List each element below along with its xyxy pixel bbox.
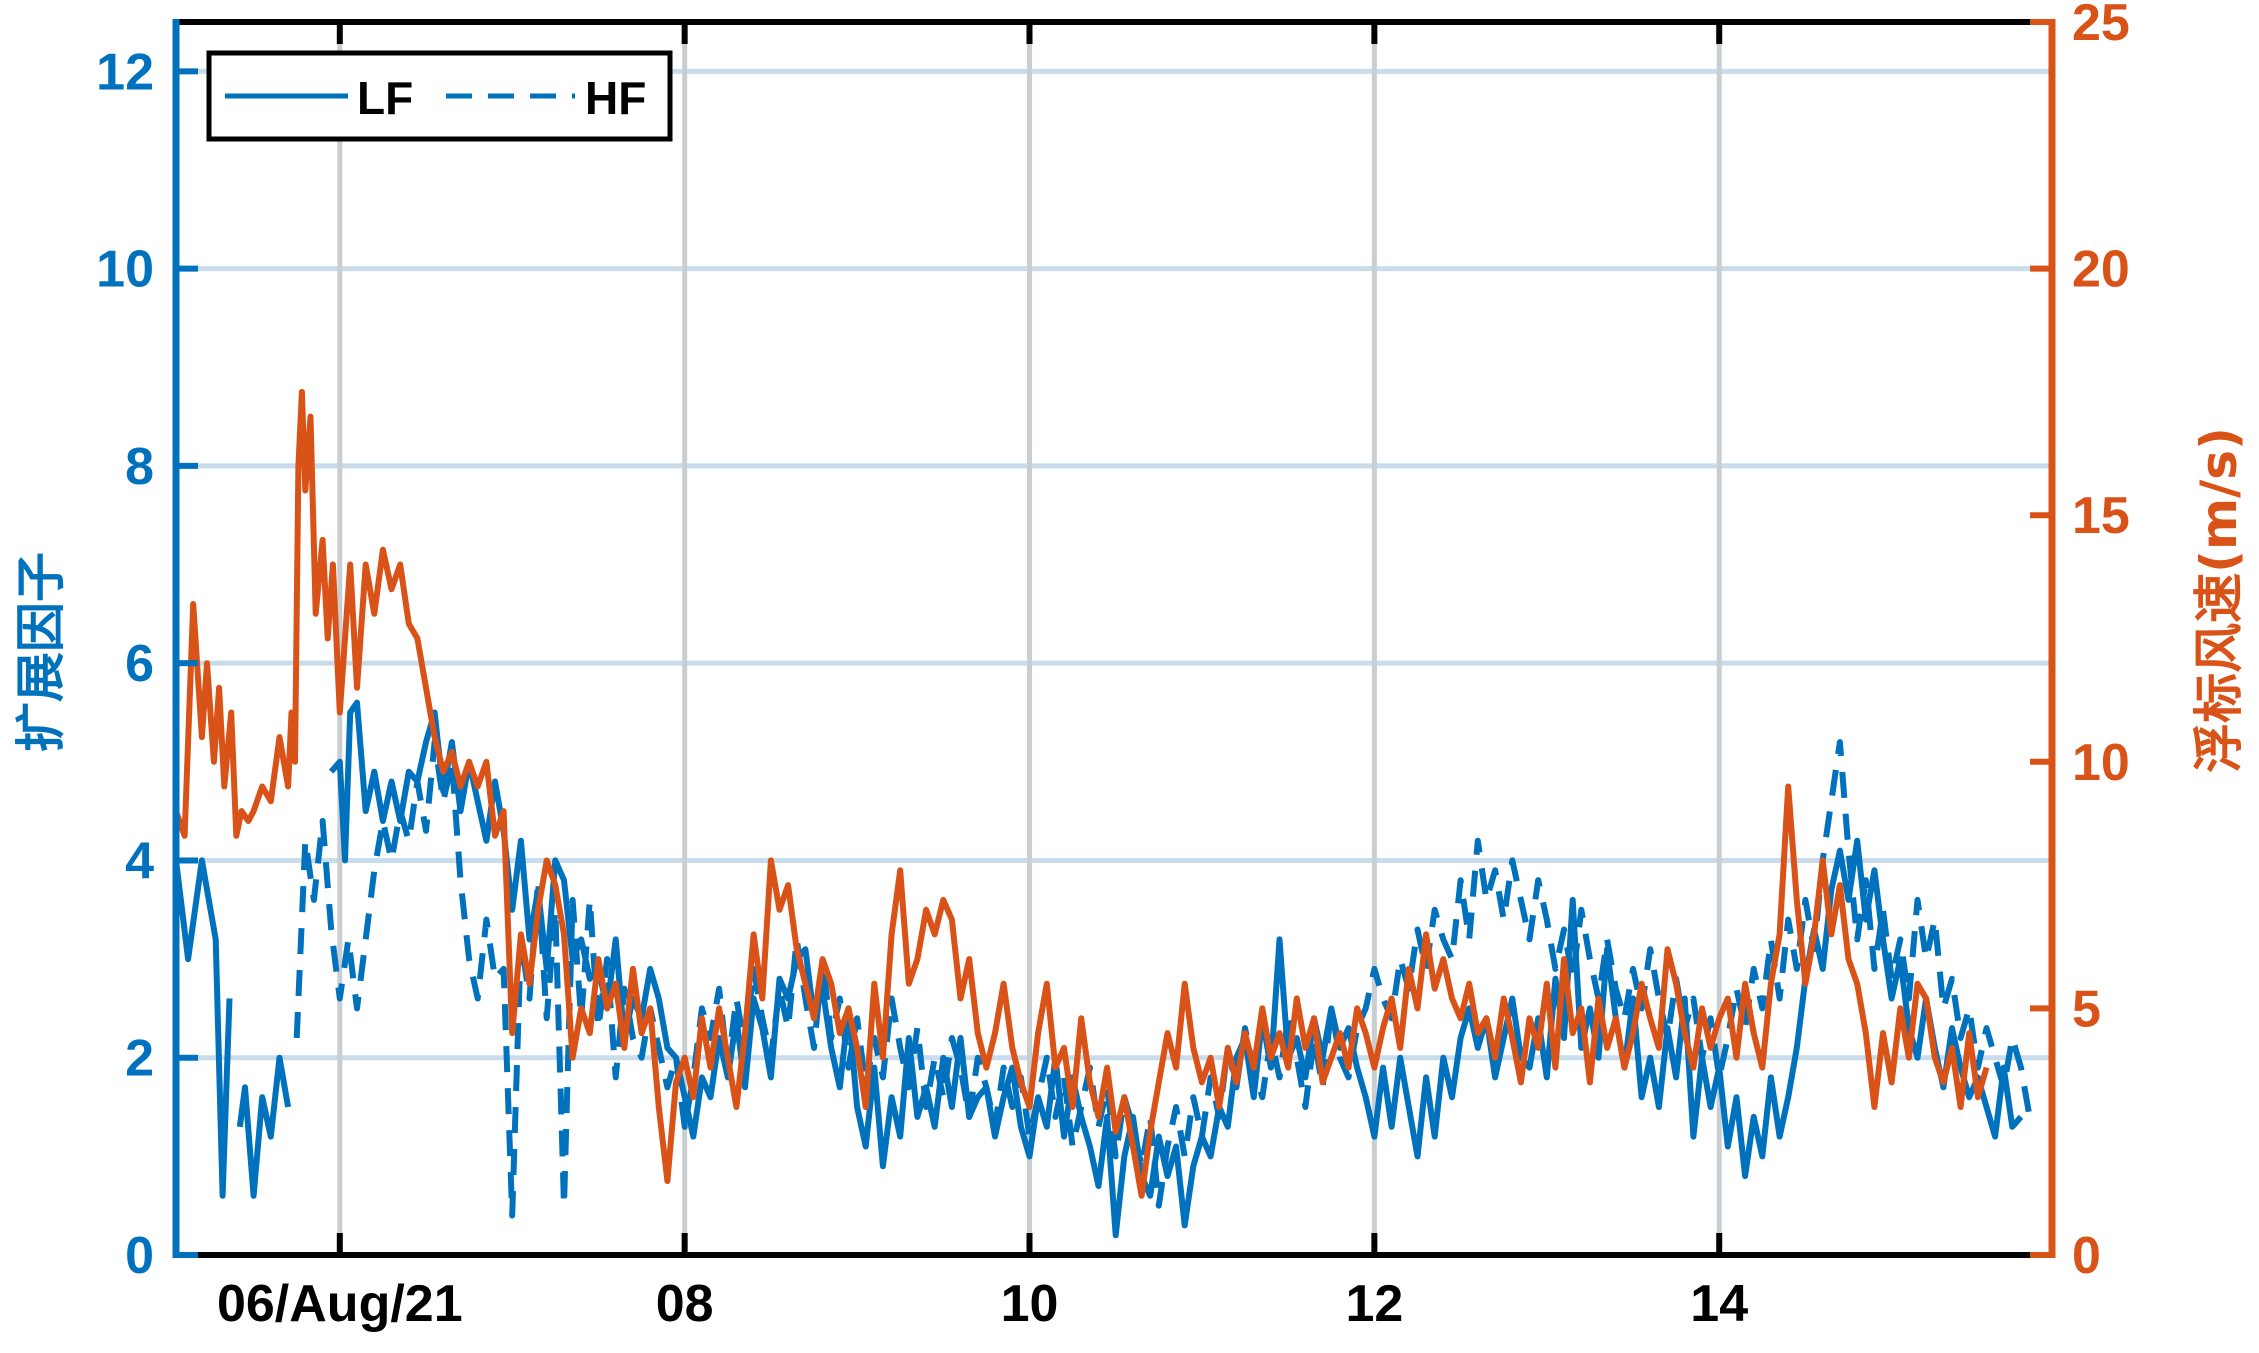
left-y-axis-ticks: 0 2 4 6 8 10 12 — [96, 43, 198, 1285]
right-y-axis-ticks: 0 5 10 15 20 25 — [2030, 0, 2130, 1285]
legend-lf-label: LF — [357, 72, 413, 124]
right-y-tick-label: 20 — [2072, 241, 2130, 299]
left-y-tick-label: 10 — [96, 241, 154, 299]
right-y-axis-title: 浮标风速(m/s) — [2190, 427, 2248, 773]
grid-lines — [176, 22, 2052, 1255]
x-tick-label: 06/Aug/21 — [217, 1275, 463, 1333]
right-y-tick-label: 10 — [2072, 734, 2130, 792]
axes-frame — [172, 19, 2056, 1258]
series-line-buoy-wind-speed — [173, 388, 1990, 1199]
right-y-tick-label: 5 — [2072, 980, 2101, 1038]
plot-series — [173, 388, 2033, 1239]
left-y-tick-label: 4 — [125, 832, 154, 890]
left-y-axis-title: 扩展因子 — [12, 552, 70, 752]
legend: LF HF — [206, 50, 673, 142]
legend-hf-label: HF — [585, 72, 646, 124]
left-y-tick-label: 0 — [125, 1227, 154, 1285]
right-y-tick-label: 15 — [2072, 487, 2130, 545]
left-y-tick-label: 12 — [96, 43, 154, 101]
x-tick-label: 08 — [656, 1275, 714, 1333]
right-y-tick-label: 0 — [2072, 1227, 2101, 1285]
x-tick-label: 12 — [1345, 1275, 1403, 1333]
left-y-tick-label: 2 — [125, 1030, 154, 1088]
left-y-tick-label: 6 — [125, 635, 154, 693]
x-axis-ticks: 06/Aug/21 08 10 12 14 — [217, 22, 1748, 1333]
right-y-tick-label: 25 — [2072, 0, 2130, 52]
x-tick-label: 14 — [1690, 1275, 1748, 1333]
left-y-tick-label: 8 — [125, 438, 154, 496]
x-tick-label: 10 — [1001, 1275, 1059, 1333]
